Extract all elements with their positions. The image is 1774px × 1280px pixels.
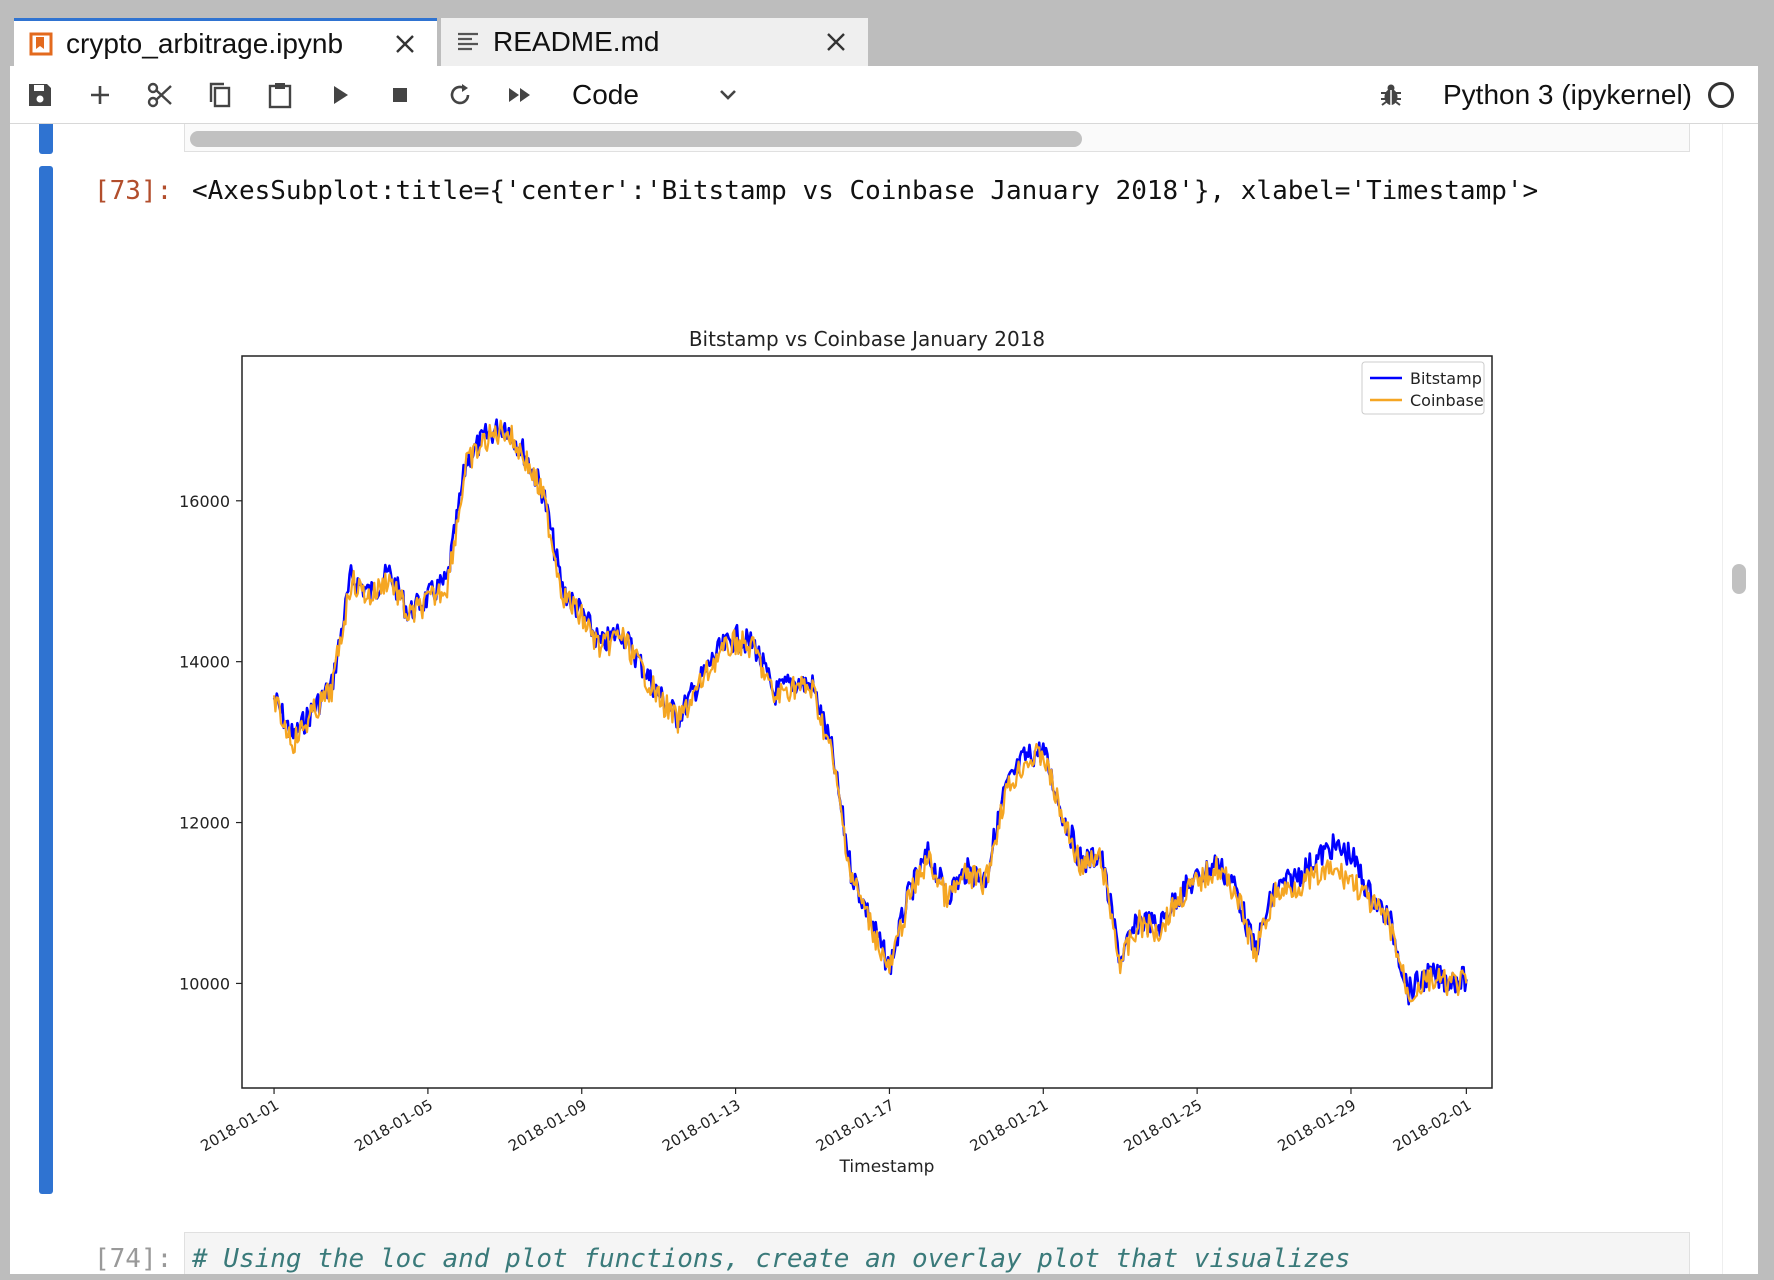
y-tick-label: 16000: [179, 492, 230, 511]
x-tick-label: 2018-01-09: [505, 1096, 590, 1155]
output-collapser[interactable]: [39, 166, 53, 1194]
cut-button[interactable]: [130, 70, 190, 120]
window-border: [0, 1274, 1774, 1280]
x-tick-label: 2018-01-01: [198, 1096, 283, 1155]
run-button[interactable]: [310, 70, 370, 120]
series-line-coinbase: [273, 419, 1468, 1003]
kernel-status-icon: [1708, 81, 1734, 108]
cut-icon: [147, 82, 172, 107]
cell-collapser[interactable]: [39, 124, 53, 154]
x-tick-label: 2018-02-01: [1390, 1096, 1475, 1155]
input-prompt: [74]:: [94, 1244, 173, 1274]
bug-icon: [1380, 84, 1401, 106]
debugger-button[interactable]: [1361, 70, 1421, 120]
chart-container: Bitstamp vs Coinbase January 2018 10000 12…: [170, 202, 1690, 1182]
vertical-scrollbar[interactable]: [1732, 564, 1746, 594]
y-tick-label: 12000: [179, 814, 230, 833]
plot-area: [241, 355, 1493, 1089]
tab-label: README.md: [493, 26, 660, 57]
legend-label: Coinbase: [1410, 391, 1484, 410]
copy-button[interactable]: [190, 70, 250, 120]
tab-label: crypto_arbitrage.ipynb: [66, 27, 344, 59]
x-tick-label: 2018-01-25: [1121, 1096, 1206, 1155]
markdown-file-icon: [455, 29, 481, 55]
x-axis-label: Timestamp: [839, 1157, 935, 1177]
cell-type-value: Code: [572, 78, 639, 110]
notebook-toolbar: Code Python 3 (ipykernel): [10, 66, 1758, 124]
close-icon[interactable]: [818, 24, 854, 60]
add-cell-button[interactable]: [70, 70, 130, 120]
code-comment: # Using the loc and plot functions, crea…: [192, 1244, 1351, 1274]
close-icon[interactable]: [387, 26, 423, 62]
notebook-icon: [28, 31, 54, 57]
save-icon: [29, 83, 51, 106]
paste-icon: [268, 82, 292, 108]
line-chart: Bitstamp vs Coinbase January 2018 10000 12…: [179, 327, 1493, 1177]
x-tick-label: 2018-01-05: [351, 1096, 436, 1155]
stop-icon: [393, 87, 407, 102]
save-button[interactable]: [10, 70, 70, 120]
cell-type-dropdown[interactable]: Code: [572, 73, 742, 117]
kernel-name[interactable]: Python 3 (ipykernel): [1442, 78, 1692, 110]
restart-button[interactable]: [430, 70, 490, 120]
restart-icon: [450, 83, 470, 104]
add-cell-icon: [91, 85, 109, 104]
y-tick-label: 10000: [179, 974, 230, 993]
chevron-down-icon: [720, 89, 736, 100]
output-text: <AxesSubplot:title={'center':'Bitstamp v…: [192, 176, 1539, 206]
code-cell-editor[interactable]: [184, 1232, 1690, 1274]
y-tick-label: 14000: [179, 653, 230, 672]
tab-readme[interactable]: README.md: [441, 18, 868, 66]
window-border: [1758, 66, 1774, 1280]
x-tick-label: 2018-01-17: [813, 1096, 898, 1155]
chart-title: Bitstamp vs Coinbase January 2018: [689, 327, 1045, 351]
copy-icon: [209, 82, 231, 107]
legend-label: Bitstamp: [1410, 369, 1482, 388]
horizontal-scrollbar[interactable]: [190, 131, 1082, 147]
x-tick-label: 2018-01-29: [1274, 1096, 1359, 1155]
x-tick-label: 2018-01-21: [967, 1096, 1052, 1155]
vertical-scrollbar-track: [1722, 124, 1758, 1274]
tab-notebook[interactable]: crypto_arbitrage.ipynb: [14, 18, 437, 66]
restart-run-all-button[interactable]: [490, 70, 550, 120]
fast-forward-icon: [509, 87, 530, 102]
notebook-panel: [73]: <AxesSubplot:title={'center':'Bits…: [10, 124, 1758, 1274]
run-icon: [334, 85, 348, 104]
output-prompt: [73]:: [94, 176, 173, 206]
stop-button[interactable]: [370, 70, 430, 120]
paste-button[interactable]: [250, 70, 310, 120]
x-tick-label: 2018-01-13: [659, 1096, 744, 1155]
tab-bar: crypto_arbitrage.ipynb README.md: [0, 0, 1774, 74]
